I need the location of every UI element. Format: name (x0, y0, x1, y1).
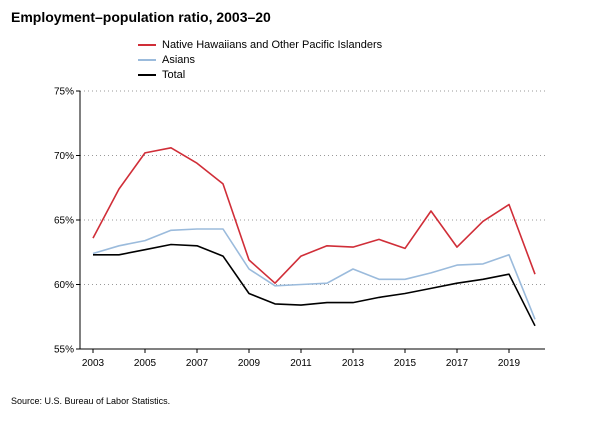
y-tick-label: 60% (54, 280, 74, 291)
legend-swatch-nhpi (138, 43, 156, 46)
x-tick-label: 2011 (290, 358, 312, 369)
source-note: Source: U.S. Bureau of Labor Statistics. (11, 396, 171, 406)
y-tick-label: 70% (54, 151, 74, 162)
y-tick-label: 65% (54, 216, 74, 227)
y-tick-label: 75% (54, 87, 74, 98)
x-tick-label: 2009 (238, 358, 261, 369)
legend-item-nhpi: Native Hawaiians and Other Pacific Islan… (138, 37, 382, 52)
legend-label-total: Total (162, 68, 186, 81)
legend-label-nhpi: Native Hawaiians and Other Pacific Islan… (162, 38, 383, 51)
series-line-native-hawaiians-and-other-pacific-islanders (92, 147, 536, 285)
legend-swatch-asians (138, 58, 156, 61)
y-tick-label: 55% (54, 345, 74, 356)
x-tick-label: 2019 (498, 358, 521, 369)
x-tick-label: 2005 (134, 358, 157, 369)
legend-item-asians: Asians (138, 52, 382, 67)
series-line-total (93, 243, 536, 327)
x-tick-label: 2007 (186, 358, 209, 369)
chart-title: Employment–population ratio, 2003–20 (11, 9, 271, 25)
legend-swatch-total (138, 73, 156, 76)
x-tick-label: 2017 (446, 358, 469, 369)
legend: Native Hawaiians and Other Pacific Islan… (138, 37, 382, 82)
x-tick-label: 2015 (394, 358, 417, 369)
legend-label-asians: Asians (162, 53, 196, 66)
legend-item-total: Total (138, 67, 382, 82)
x-tick-label: 2013 (342, 358, 365, 369)
x-tick-label: 2003 (82, 358, 105, 369)
series-line-asians (92, 228, 536, 320)
